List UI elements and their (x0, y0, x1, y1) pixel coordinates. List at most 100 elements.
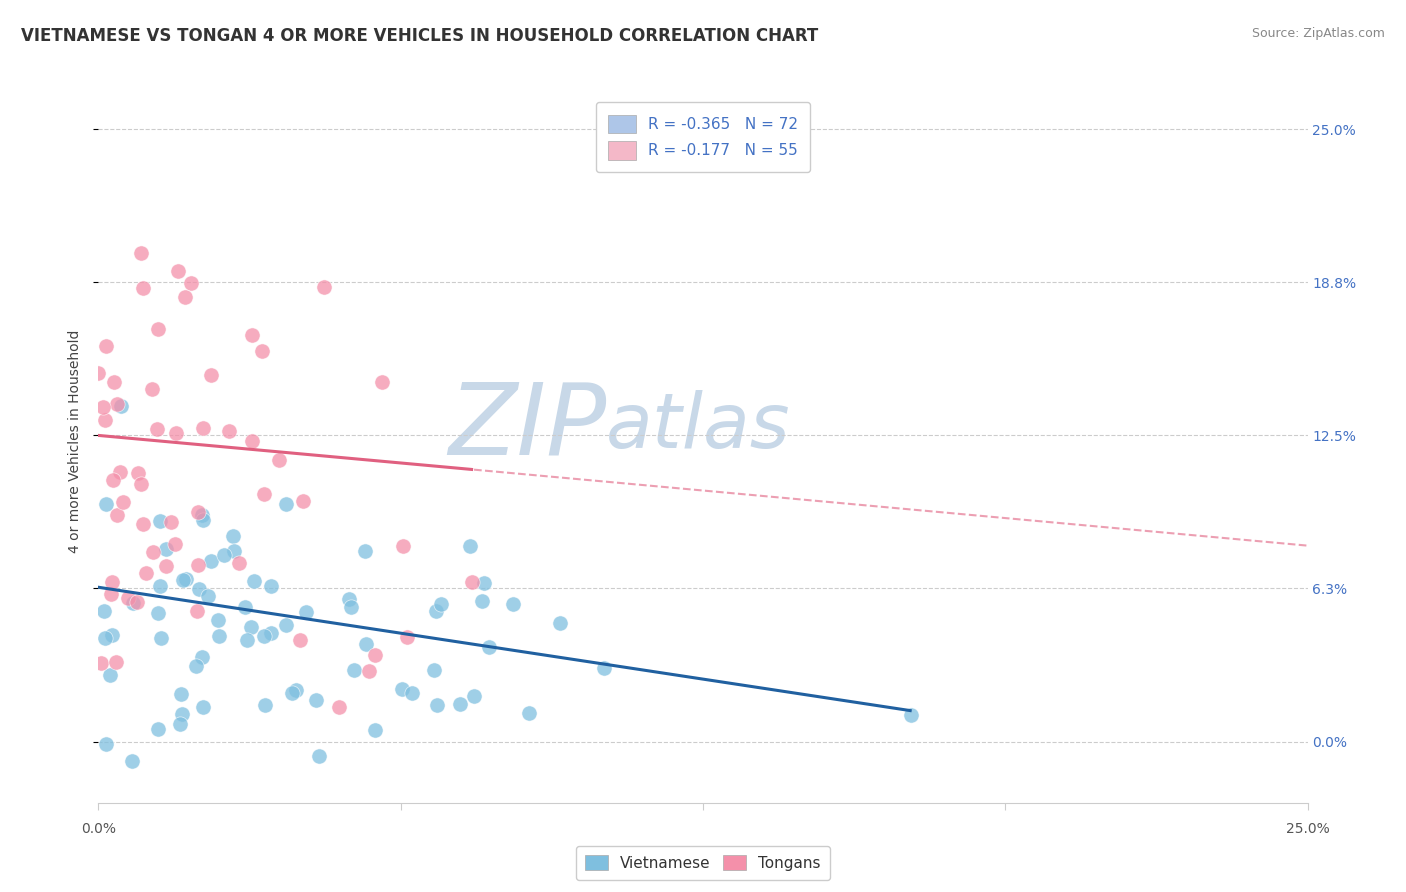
Text: VIETNAMESE VS TONGAN 4 OR MORE VEHICLES IN HOUSEHOLD CORRELATION CHART: VIETNAMESE VS TONGAN 4 OR MORE VEHICLES … (21, 27, 818, 45)
Point (359, 664, 381, 678)
Point (188, 582, 211, 596)
Point (180, 276, 202, 290)
Text: 0.0%: 0.0% (82, 822, 115, 837)
Point (269, 452, 291, 467)
Point (463, 689, 485, 703)
Point (117, 591, 139, 606)
Point (395, 630, 418, 644)
Point (172, 573, 194, 587)
Legend: R = -0.365   N = 72, R = -0.177   N = 55: R = -0.365 N = 72, R = -0.177 N = 55 (596, 103, 810, 172)
Point (125, 595, 148, 609)
Point (218, 424, 240, 438)
Point (208, 629, 231, 643)
Point (101, 575, 124, 590)
Point (222, 528, 245, 542)
Point (111, 494, 134, 508)
Text: ZIP: ZIP (449, 378, 606, 475)
Point (354, 637, 377, 651)
Point (363, 723, 385, 738)
Point (167, 264, 190, 278)
Point (172, 707, 194, 722)
Point (129, 477, 152, 491)
Point (240, 620, 263, 634)
Point (426, 698, 449, 712)
Point (193, 513, 215, 527)
Point (461, 574, 484, 589)
Point (200, 368, 222, 383)
Point (101, 628, 124, 642)
Point (224, 543, 246, 558)
Point (173, 290, 195, 304)
Point (105, 508, 128, 522)
Point (253, 487, 276, 501)
Text: Source: ZipAtlas.com: Source: ZipAtlas.com (1251, 27, 1385, 40)
Point (159, 515, 181, 529)
Point (146, 606, 169, 620)
Point (90, 656, 112, 670)
Point (135, 566, 157, 581)
Point (187, 504, 209, 518)
Point (290, 632, 312, 647)
Point (94, 737, 117, 751)
Point (254, 698, 277, 713)
Point (502, 597, 524, 611)
Point (274, 618, 297, 632)
Point (141, 382, 163, 396)
Point (364, 648, 387, 662)
Point (478, 640, 501, 654)
Point (314, 279, 336, 293)
Point (155, 558, 177, 573)
Point (449, 697, 471, 711)
Point (900, 707, 922, 722)
Point (425, 604, 447, 618)
Point (149, 579, 172, 593)
Point (110, 399, 132, 413)
Point (91, 400, 114, 414)
Point (121, 754, 143, 768)
Point (103, 376, 125, 390)
Point (780, 817, 803, 831)
Point (240, 434, 263, 448)
Point (291, 493, 314, 508)
Point (184, 659, 207, 673)
Point (474, 576, 496, 591)
Point (391, 539, 413, 553)
Point (253, 629, 276, 643)
Point (122, 596, 145, 610)
Point (191, 421, 214, 435)
Point (170, 687, 193, 701)
Point (243, 574, 266, 588)
Point (592, 661, 614, 675)
Point (339, 599, 361, 614)
Point (212, 548, 235, 562)
Point (548, 616, 571, 631)
Point (146, 322, 169, 336)
Point (429, 597, 451, 611)
Point (87, 366, 110, 380)
Point (353, 544, 375, 558)
Point (104, 656, 127, 670)
Point (274, 497, 297, 511)
Point (371, 376, 394, 390)
Point (240, 327, 263, 342)
Point (337, 591, 360, 606)
Point (235, 599, 257, 614)
Point (150, 631, 173, 645)
Legend: Vietnamese, Tongans: Vietnamese, Tongans (576, 846, 830, 880)
Point (176, 572, 198, 586)
Point (343, 663, 366, 677)
Point (207, 613, 229, 627)
Point (200, 554, 222, 568)
Point (191, 700, 214, 714)
Point (285, 683, 308, 698)
Point (260, 626, 283, 640)
Point (328, 699, 350, 714)
Point (190, 508, 212, 523)
Point (149, 514, 172, 528)
Point (165, 425, 187, 440)
Point (228, 556, 250, 570)
Point (146, 422, 169, 436)
Point (295, 605, 318, 619)
Point (155, 541, 177, 556)
Point (517, 706, 540, 720)
